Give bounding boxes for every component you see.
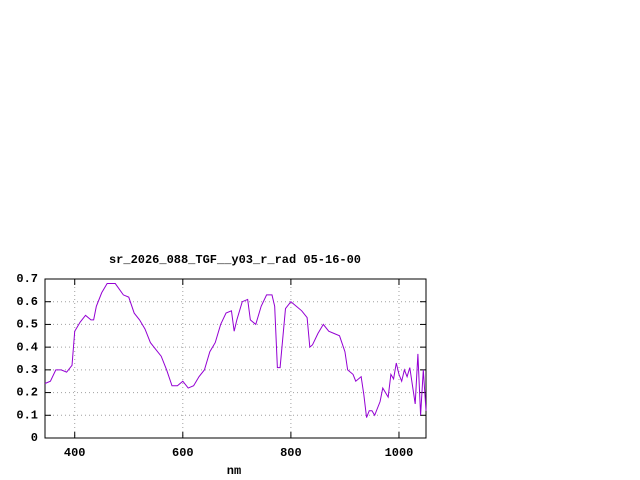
x-tick-label: 1000	[385, 446, 414, 460]
x-tick-label: 800	[280, 446, 302, 460]
y-tick-label: 0.5	[16, 318, 38, 332]
y-tick-label: 0.1	[16, 408, 38, 422]
y-tick-label: 0.2	[16, 386, 38, 400]
plot-frame	[44, 278, 427, 439]
y-tick-label: 0	[31, 431, 38, 445]
data-line	[44, 283, 427, 418]
y-tick-label: 0.3	[16, 363, 38, 377]
y-tick-label: 0.7	[16, 272, 38, 286]
y-tick-label: 0.4	[16, 340, 38, 354]
x-tick-label: 400	[64, 446, 86, 460]
y-tick-label: 0.6	[16, 295, 38, 309]
x-tick-label: 600	[172, 446, 194, 460]
x-axis-label: nm	[227, 464, 241, 478]
chart-title: sr_2026_088_TGF__y03_r_rad 05-16-00	[109, 253, 361, 267]
